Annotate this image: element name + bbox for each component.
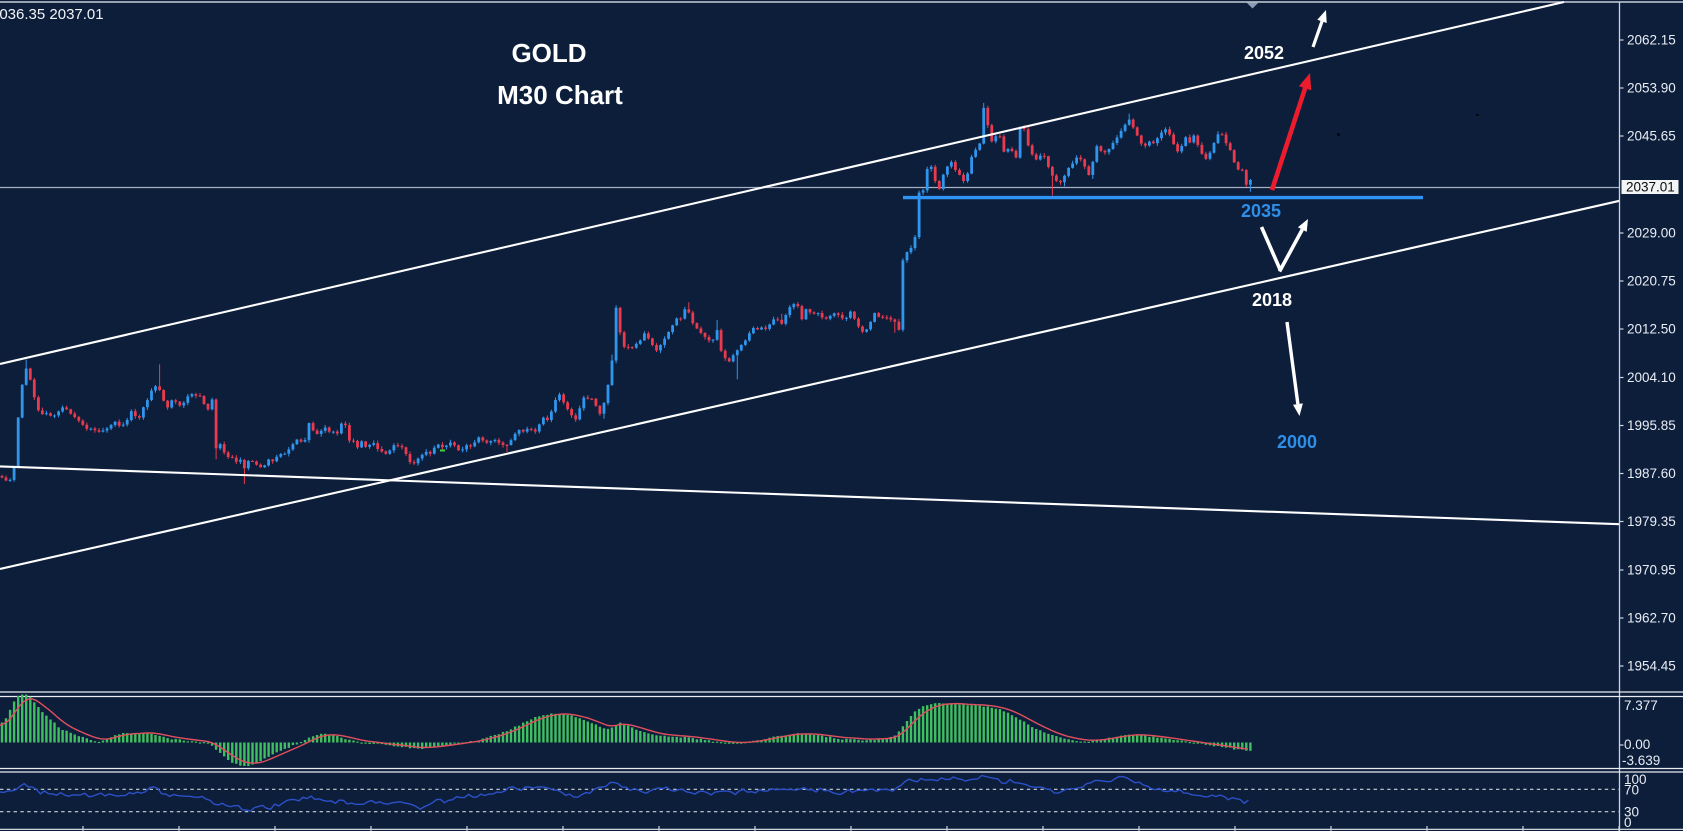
svg-text:M30 Chart: M30 Chart bbox=[497, 80, 623, 110]
svg-text:1987.60: 1987.60 bbox=[1627, 466, 1676, 481]
svg-text:70: 70 bbox=[1624, 783, 1639, 798]
svg-text:2012.50: 2012.50 bbox=[1627, 322, 1676, 337]
svg-text:GOLD: GOLD bbox=[511, 38, 586, 68]
svg-text:1970.95: 1970.95 bbox=[1627, 563, 1676, 578]
svg-text:0.00: 0.00 bbox=[1624, 737, 1650, 752]
svg-text:7.377: 7.377 bbox=[1624, 698, 1658, 713]
svg-text:2020.75: 2020.75 bbox=[1627, 274, 1676, 289]
svg-text:2004.10: 2004.10 bbox=[1627, 370, 1676, 385]
svg-text:2062.15: 2062.15 bbox=[1627, 33, 1676, 48]
svg-text:30: 30 bbox=[1624, 805, 1639, 820]
svg-text:2029.00: 2029.00 bbox=[1627, 226, 1676, 241]
svg-text:1995.85: 1995.85 bbox=[1627, 418, 1676, 433]
svg-text:-3.639: -3.639 bbox=[1622, 753, 1660, 768]
svg-text:1962.70: 1962.70 bbox=[1627, 611, 1676, 626]
svg-text:2052: 2052 bbox=[1244, 43, 1284, 63]
svg-text:2053.90: 2053.90 bbox=[1627, 81, 1676, 96]
svg-text:2037.01: 2037.01 bbox=[1626, 180, 1675, 195]
svg-text:2035: 2035 bbox=[1241, 201, 1281, 221]
svg-text:2036.35 2037.01: 2036.35 2037.01 bbox=[0, 6, 104, 23]
svg-text:0: 0 bbox=[1624, 815, 1632, 830]
svg-text:2045.65: 2045.65 bbox=[1627, 129, 1676, 144]
svg-text:100: 100 bbox=[1624, 772, 1647, 787]
svg-text:1954.45: 1954.45 bbox=[1627, 659, 1676, 674]
svg-text:1979.35: 1979.35 bbox=[1627, 514, 1676, 529]
svg-text:2018: 2018 bbox=[1252, 290, 1292, 310]
svg-text:2000: 2000 bbox=[1277, 432, 1317, 452]
